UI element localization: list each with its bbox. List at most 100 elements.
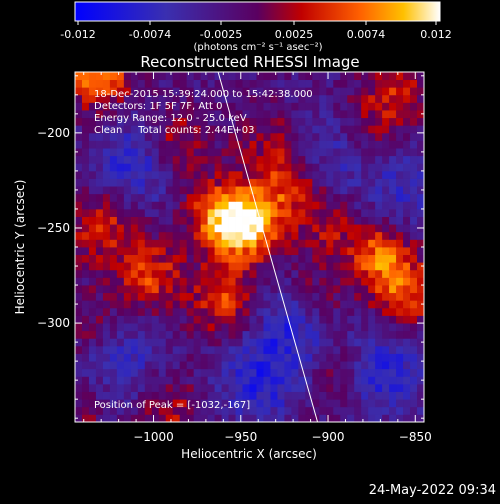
heatmap-cell: [221, 368, 229, 377]
heatmap-cell: [263, 163, 271, 172]
heatmap-cell: [179, 361, 188, 370]
heatmap-cell: [144, 292, 153, 301]
heatmap-cell: [389, 292, 397, 301]
heatmap-cell: [256, 338, 264, 347]
heatmap-cell: [137, 178, 146, 187]
heatmap-cell: [221, 201, 229, 210]
heatmap-cell: [410, 170, 418, 179]
heatmap-cell: [396, 323, 404, 332]
heatmap-cell: [305, 383, 313, 392]
heatmap-cell: [179, 330, 188, 339]
heatmap-cell: [340, 87, 348, 96]
heatmap-cell: [263, 186, 271, 195]
heatmap-cell: [88, 140, 97, 149]
heatmap-cell: [382, 269, 390, 278]
heatmap-cell: [116, 140, 125, 149]
heatmap-cell: [228, 170, 236, 179]
y-axis-label: Heliocentric Y (arcsec): [13, 180, 27, 315]
heatmap-cell: [193, 239, 202, 248]
heatmap-cell: [354, 170, 362, 179]
heatmap-cell: [193, 330, 202, 339]
heatmap-cell: [312, 231, 320, 240]
heatmap-cell: [242, 277, 250, 286]
heatmap-cell: [249, 110, 257, 119]
heatmap-cell: [347, 345, 355, 354]
heatmap-cell: [102, 201, 111, 210]
heatmap-cell: [403, 125, 411, 134]
heatmap-cell: [326, 414, 334, 422]
heatmap-cell: [354, 117, 362, 126]
heatmap-cell: [389, 307, 397, 316]
heatmap-cell: [200, 87, 209, 96]
heatmap-cell: [410, 406, 418, 415]
heatmap-cell: [200, 361, 209, 370]
heatmap-cell: [88, 315, 97, 324]
heatmap-cell: [277, 239, 285, 248]
heatmap-cell: [333, 323, 341, 332]
heatmap-cell: [305, 79, 313, 88]
heatmap-cell: [305, 391, 313, 400]
heatmap-cell: [200, 254, 209, 263]
heatmap-cell: [389, 163, 397, 172]
heatmap-cell: [228, 277, 236, 286]
heatmap-cell: [333, 201, 341, 210]
heatmap-cell: [284, 72, 292, 81]
heatmap-cell: [375, 148, 383, 157]
heatmap-cell: [319, 300, 327, 309]
heatmap-cell: [75, 231, 83, 240]
heatmap-cell: [249, 201, 257, 210]
heatmap-cell: [319, 140, 327, 149]
heatmap-cell: [214, 239, 222, 248]
heatmap-cell: [109, 330, 118, 339]
heatmap-cell: [242, 216, 250, 225]
heatmap-cell: [137, 391, 146, 400]
heatmap-cell: [81, 292, 90, 301]
heatmap-cell: [186, 155, 195, 164]
heatmap-cell: [144, 94, 153, 103]
heatmap-cell: [277, 231, 285, 240]
heatmap-cell: [75, 399, 83, 408]
heatmap-cell: [298, 216, 306, 225]
heatmap-cell: [165, 383, 174, 392]
heatmap-cell: [158, 163, 167, 172]
heatmap-cell: [151, 216, 160, 225]
heatmap-cell: [403, 262, 411, 271]
heatmap-cell: [95, 406, 104, 415]
heatmap-cell: [214, 186, 222, 195]
heatmap-cell: [137, 193, 146, 202]
heatmap-cell: [256, 140, 264, 149]
heatmap-cell: [249, 208, 257, 217]
heatmap-cell: [95, 323, 104, 332]
heatmap-cell: [389, 125, 397, 134]
heatmap-cell: [221, 376, 229, 385]
heatmap-cell: [396, 330, 404, 339]
heatmap-cell: [305, 247, 313, 256]
heatmap-cell: [186, 72, 195, 81]
heatmap-cell: [109, 87, 118, 96]
heatmap-cell: [396, 406, 404, 415]
heatmap-cell: [95, 338, 104, 347]
heatmap-cell: [312, 300, 320, 309]
heatmap-cell: [130, 361, 139, 370]
heatmap-cell: [95, 125, 104, 134]
heatmap-cell: [81, 186, 90, 195]
heatmap-cell: [298, 132, 306, 141]
heatmap-cell: [256, 391, 264, 400]
heatmap-cell: [165, 254, 174, 263]
heatmap-cell: [102, 117, 111, 126]
heatmap-cell: [109, 414, 118, 422]
heatmap-cell: [319, 201, 327, 210]
heatmap-cell: [235, 72, 243, 81]
heatmap-cell: [326, 323, 334, 332]
heatmap-cell: [214, 208, 222, 217]
heatmap-cell: [326, 338, 334, 347]
heatmap-cell: [312, 193, 320, 202]
heatmap-cell: [410, 132, 418, 141]
heatmap-cell: [382, 193, 390, 202]
heatmap-cell: [361, 94, 369, 103]
heatmap-cell: [144, 406, 153, 415]
heatmap-cell: [305, 307, 313, 316]
heatmap-cell: [319, 254, 327, 263]
heatmap-cell: [382, 277, 390, 286]
heatmap-cell: [207, 170, 215, 179]
